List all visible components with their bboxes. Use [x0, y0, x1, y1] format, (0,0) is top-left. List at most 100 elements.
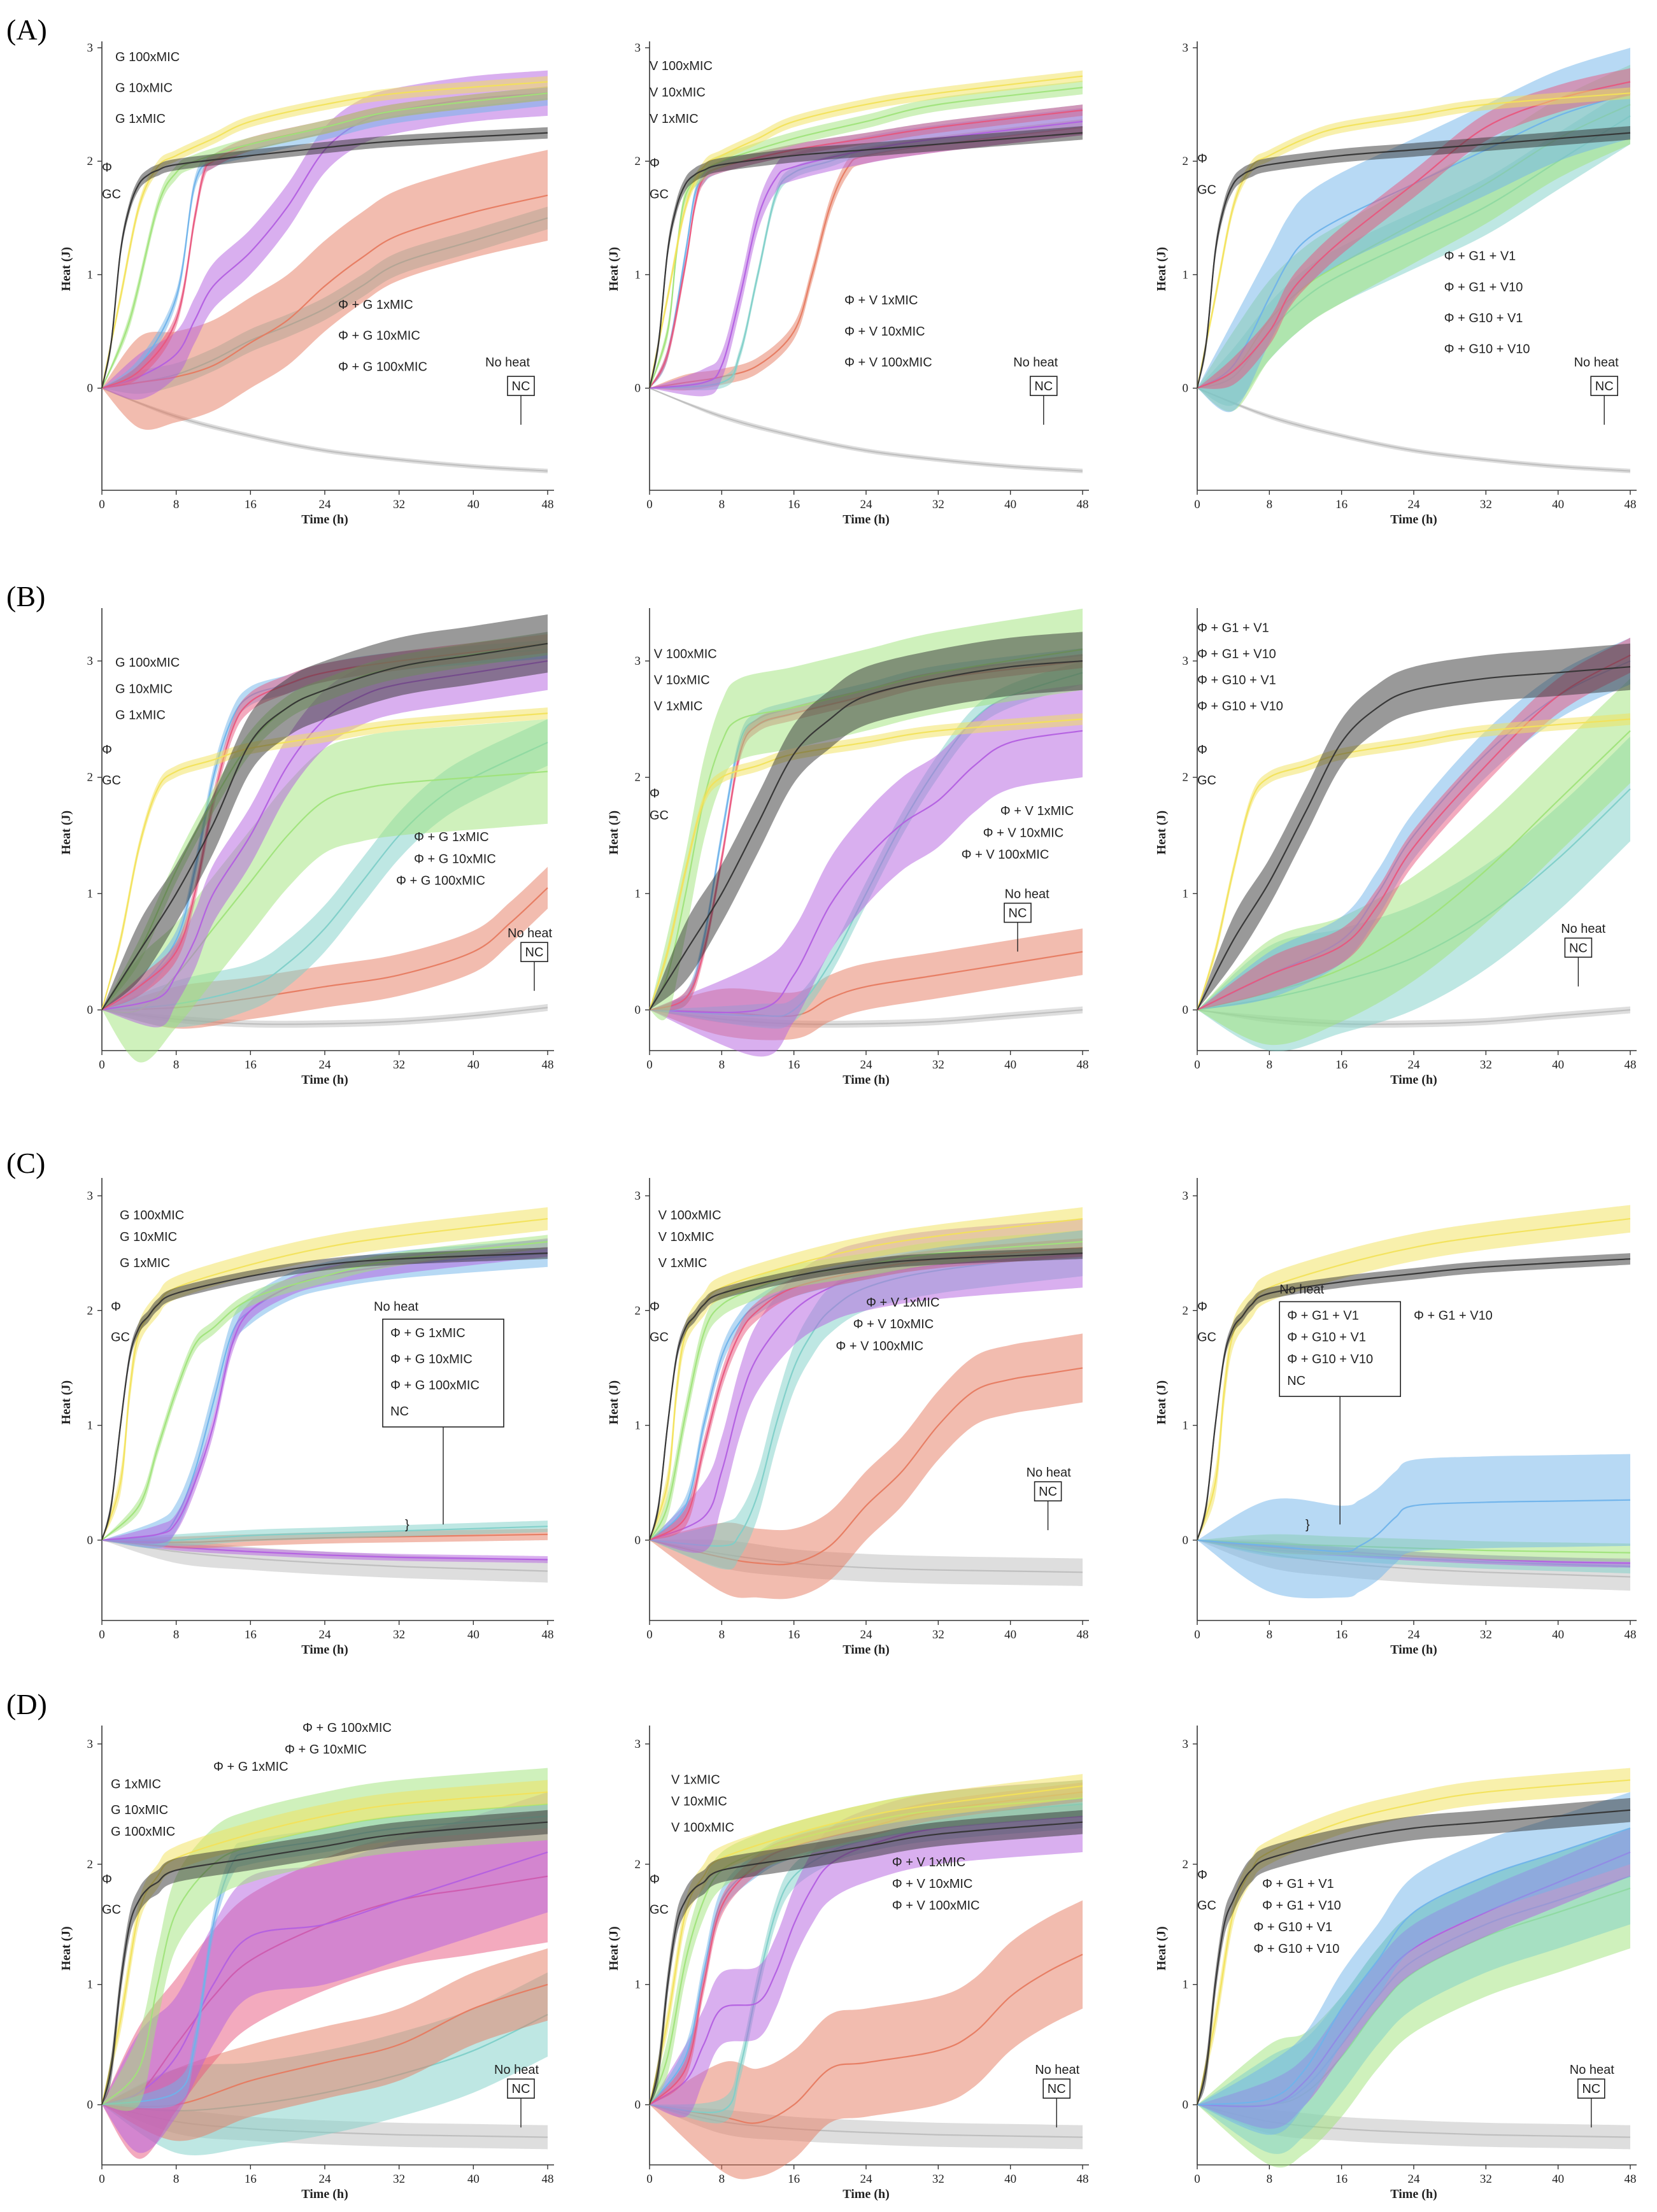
annotation-label: Φ + G1 + V1	[1262, 1877, 1334, 1891]
annotation-label: No heat	[1005, 887, 1049, 901]
nc-box	[520, 942, 548, 962]
row-label-d: (D)	[6, 1688, 47, 1720]
x-tick-label: 16	[1335, 1628, 1348, 1641]
annotation-label: Φ + G10 + V1	[1253, 1920, 1332, 1934]
series-band	[650, 632, 1083, 1010]
x-tick-label: 16	[788, 1628, 800, 1641]
y-axis-label: Heat (J)	[1155, 1380, 1169, 1424]
x-tick-label: 40	[467, 498, 480, 511]
chart-panel-b1: 0 8 16 24 32 40 48 0 1 2 3 Time (h) Heat (J) G 100xMI…	[59, 608, 554, 1087]
annotation-label: Φ + V 1xMIC	[1000, 804, 1074, 818]
annotation-label: Φ + G1 + V1	[1444, 250, 1516, 264]
x-axis-label: Time (h)	[301, 513, 348, 527]
x-tick-label: 24	[319, 2173, 332, 2186]
annotation-label: Φ	[1197, 152, 1207, 166]
annotation-label: No heat	[1279, 1282, 1324, 1296]
series-band	[650, 608, 1083, 1021]
y-axis-label: Heat (J)	[59, 811, 73, 854]
y-tick-label: 0	[635, 1534, 641, 1547]
y-tick-label: 1	[1183, 268, 1189, 281]
series-line	[648, 1821, 1083, 2105]
annotation-label: Φ + V 10xMIC	[892, 1877, 973, 1891]
x-axis-label: Time (h)	[1390, 513, 1437, 527]
annotation-label: GC	[650, 809, 669, 823]
annotation-label: No heat	[1574, 355, 1619, 369]
annotation-label: No heat	[1570, 2063, 1614, 2077]
y-tick-label: 0	[635, 1003, 641, 1017]
x-tick-label: 40	[1004, 2173, 1016, 2186]
series-band	[1197, 1454, 1630, 1599]
annotation-label: }	[1305, 1518, 1310, 1532]
annotation-label: GC	[650, 1331, 669, 1345]
series-line	[648, 75, 1083, 388]
x-tick-label: 40	[467, 1628, 480, 1641]
y-tick-label: 2	[635, 1304, 641, 1317]
series-band	[650, 1780, 1083, 2118]
y-tick-label: 1	[635, 268, 641, 281]
annotation-label: V 100xMIC	[654, 648, 717, 662]
nc-box	[507, 2078, 535, 2099]
y-tick-label: 2	[635, 771, 641, 784]
x-tick-label: 24	[860, 498, 873, 511]
y-tick-label: 1	[635, 1978, 641, 1992]
series-line	[1196, 718, 1631, 1010]
x-tick-label: 32	[1480, 498, 1492, 511]
y-tick-label: 3	[87, 655, 94, 668]
annotation-label: Φ + G 1xMIC	[390, 1326, 466, 1340]
series-line	[101, 713, 548, 1010]
y-tick-label: 1	[87, 1978, 94, 1992]
series-band	[650, 388, 1083, 474]
x-axis-label: Time (h)	[1390, 1643, 1437, 1657]
y-tick-label: 2	[1183, 1858, 1189, 1871]
x-tick-label: 40	[1552, 2173, 1564, 2186]
series-band	[650, 1230, 1083, 1570]
y-axis-label: Heat (J)	[59, 1926, 73, 1970]
annotation-label: Φ + G10 + V10	[1444, 343, 1530, 357]
x-tick-label: 0	[646, 1628, 653, 1641]
row-label-b: (B)	[6, 580, 46, 613]
y-tick-label: 3	[635, 1189, 641, 1203]
series-line	[101, 81, 548, 388]
x-tick-label: 8	[719, 1628, 725, 1641]
series-band	[102, 614, 548, 1010]
x-axis-label: Time (h)	[1390, 1073, 1437, 1087]
series-line	[101, 1821, 548, 2105]
x-tick-label: 0	[99, 498, 105, 511]
annotation-label: Φ + V 100xMIC	[844, 355, 932, 369]
annotation-label: NC	[1595, 379, 1614, 393]
x-tick-label: 40	[1004, 1628, 1016, 1641]
x-tick-label: 0	[99, 2173, 105, 2186]
annotation-label: Φ + G1 + V10	[1197, 648, 1276, 662]
annotation-label: No heat	[1561, 922, 1605, 936]
annotation-label: V 10xMIC	[658, 1230, 715, 1244]
annotation-label: G 10xMIC	[111, 1803, 168, 1817]
series-line	[1196, 1809, 1631, 2105]
series-line	[101, 1252, 548, 1541]
x-tick-label: 8	[1267, 2173, 1273, 2186]
annotation-label: G 10xMIC	[115, 82, 173, 96]
series-band	[102, 719, 548, 1063]
x-axis-label: Time (h)	[843, 1643, 890, 1657]
annotation-label: Φ	[102, 161, 112, 175]
annotation-label: GC	[1197, 1899, 1216, 1913]
x-tick-label: 48	[542, 2173, 554, 2186]
annotation-label: V 1xMIC	[650, 112, 699, 126]
annotation-label: V 10xMIC	[671, 1795, 727, 1809]
annotation-label: Φ + G 10xMIC	[285, 1743, 367, 1757]
annotation-label: Φ + G1 + V10	[1262, 1899, 1341, 1913]
annotation-label: Φ + V 100xMIC	[836, 1339, 923, 1353]
x-tick-label: 16	[788, 498, 800, 511]
annotation-label: NC	[512, 2082, 530, 2096]
x-axis-label: Time (h)	[843, 513, 890, 527]
nc-box	[1004, 902, 1032, 923]
annotation-label: GC	[111, 1331, 130, 1345]
annotation-label: Φ	[111, 1300, 121, 1314]
annotation-label: Φ + V 1xMIC	[892, 1855, 965, 1869]
x-tick-label: 8	[173, 2173, 180, 2186]
y-tick-label: 2	[87, 1858, 94, 1871]
series-line	[1197, 1499, 1631, 1552]
y-tick-label: 0	[87, 382, 94, 395]
chart-panel-a2: 0 8 16 24 32 40 48 0 1 2 3 Time (h) Heat (J) V 100xMI…	[607, 41, 1089, 527]
series-band	[650, 684, 1083, 1057]
series-line	[1196, 1258, 1631, 1541]
